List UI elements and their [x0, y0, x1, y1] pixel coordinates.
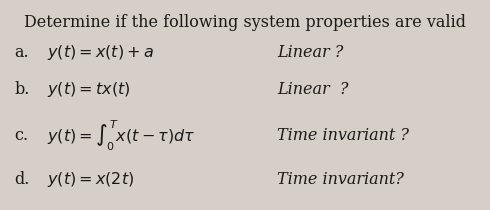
Text: $y(t) = \int_0^T x(t-\tau)d\tau$: $y(t) = \int_0^T x(t-\tau)d\tau$ — [47, 118, 195, 153]
Text: Time invariant ?: Time invariant ? — [277, 127, 409, 144]
Text: b.: b. — [15, 81, 30, 98]
Text: $y(t) = x(2t)$: $y(t) = x(2t)$ — [47, 170, 134, 189]
Text: Linear  ?: Linear ? — [277, 81, 348, 98]
Text: Determine if the following system properties are valid: Determine if the following system proper… — [24, 14, 466, 31]
Text: $y(t) = x(t) + a$: $y(t) = x(t) + a$ — [47, 43, 153, 62]
Text: a.: a. — [15, 44, 29, 61]
Text: $y(t) = tx(t)$: $y(t) = tx(t)$ — [47, 80, 130, 99]
Text: Time invariant?: Time invariant? — [277, 171, 404, 188]
Text: c.: c. — [15, 127, 29, 144]
Text: Linear ?: Linear ? — [277, 44, 343, 61]
Text: d.: d. — [15, 171, 30, 188]
